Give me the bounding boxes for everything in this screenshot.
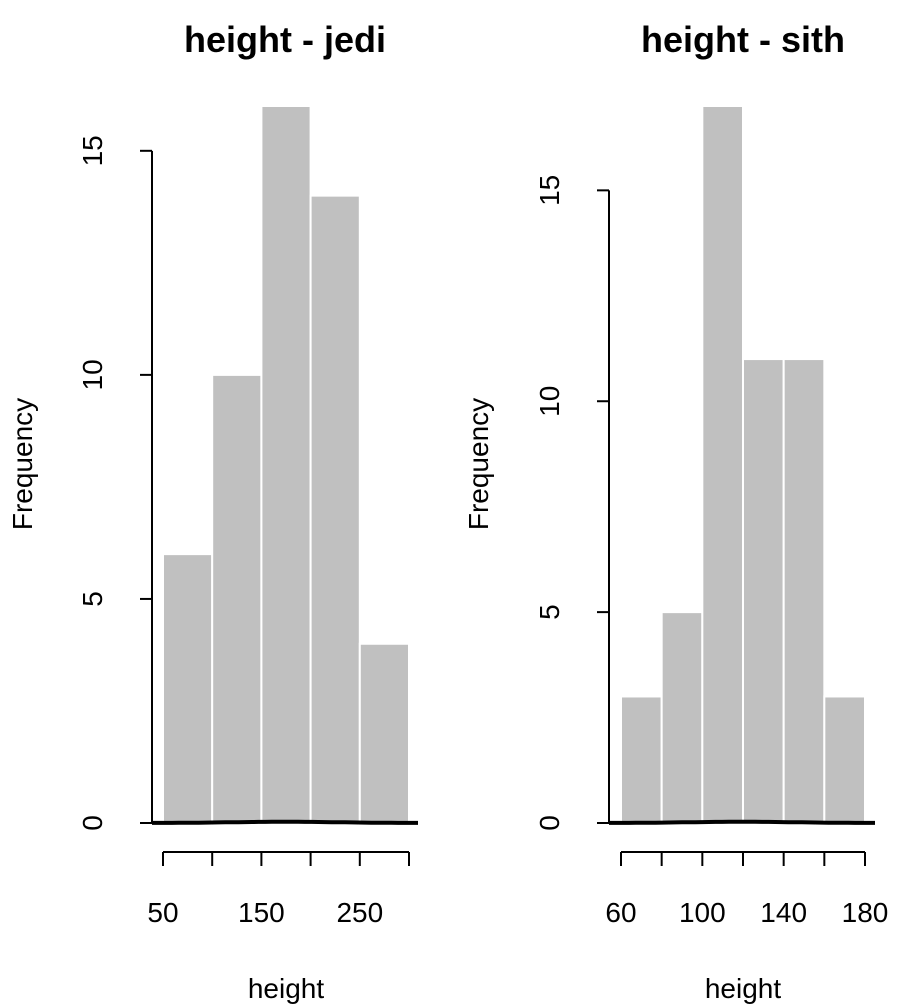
- x-tick-label-jedi-2: 250: [336, 897, 383, 928]
- histogram-bar-sith-1: [660, 611, 704, 825]
- histogram-bar-sith-2: [701, 105, 744, 824]
- x-tick-label-sith-0: 60: [605, 897, 636, 928]
- y-tick-label-jedi-3: 15: [77, 135, 108, 166]
- x-tick-label-jedi-0: 50: [147, 897, 178, 928]
- density-line-sith: [609, 819, 875, 825]
- x-tick-label-sith-3: 180: [842, 897, 889, 928]
- x-axis-label-jedi: height: [248, 973, 325, 1004]
- histogram-bar-jedi-0: [162, 553, 214, 824]
- histogram-panel-sith: height - sith Frequency height 0 5 10 15 60…: [463, 19, 888, 1004]
- y-tick-label-sith-1: 5: [534, 604, 565, 620]
- y-tick-label-jedi-0: 0: [77, 815, 108, 831]
- x-axis-jedi: 50 150 250: [147, 851, 410, 928]
- y-axis-jedi: 0 5 10 15: [77, 135, 153, 831]
- x-tick-label-sith-1: 100: [679, 897, 726, 928]
- y-tick-label-sith-0: 0: [534, 815, 565, 831]
- y-tick-label-sith-2: 10: [534, 386, 565, 417]
- histogram-bar-jedi-3: [309, 194, 361, 824]
- histogram-bars-sith: [620, 105, 866, 825]
- y-tick-label-jedi-2: 10: [77, 359, 108, 390]
- histogram-bar-sith-0: [620, 695, 663, 824]
- y-tick-label-sith-3: 15: [534, 175, 565, 206]
- x-tick-label-jedi-1: 150: [238, 897, 285, 928]
- y-axis-sith: 0 5 10 15: [534, 175, 610, 831]
- chart-title-jedi: height - jedi: [184, 19, 386, 60]
- density-curve-jedi: [152, 819, 418, 825]
- histogram-bars-jedi: [162, 105, 410, 824]
- histogram-panel-jedi: height - jedi Frequency height 0 5 10 15 50…: [7, 19, 418, 1004]
- y-tick-label-jedi-1: 5: [77, 591, 108, 607]
- chart-title-sith: height - sith: [641, 19, 845, 60]
- histogram-bar-jedi-1: [211, 373, 263, 824]
- y-axis-label-sith: Frequency: [463, 398, 494, 530]
- histogram-bar-sith-5: [823, 695, 866, 824]
- histogram-bar-sith-3: [742, 358, 785, 824]
- histogram-bar-sith-4: [782, 358, 826, 824]
- y-axis-label-jedi: Frequency: [7, 398, 38, 530]
- density-curve-sith: [609, 819, 875, 825]
- density-line-jedi: [152, 819, 418, 825]
- x-axis-sith: 60 100 140 180: [605, 851, 889, 928]
- histogram-bar-jedi-4: [358, 642, 410, 824]
- histogram-bar-jedi-2: [260, 105, 312, 824]
- x-axis-label-sith: height: [705, 973, 782, 1004]
- x-tick-label-sith-2: 140: [760, 897, 807, 928]
